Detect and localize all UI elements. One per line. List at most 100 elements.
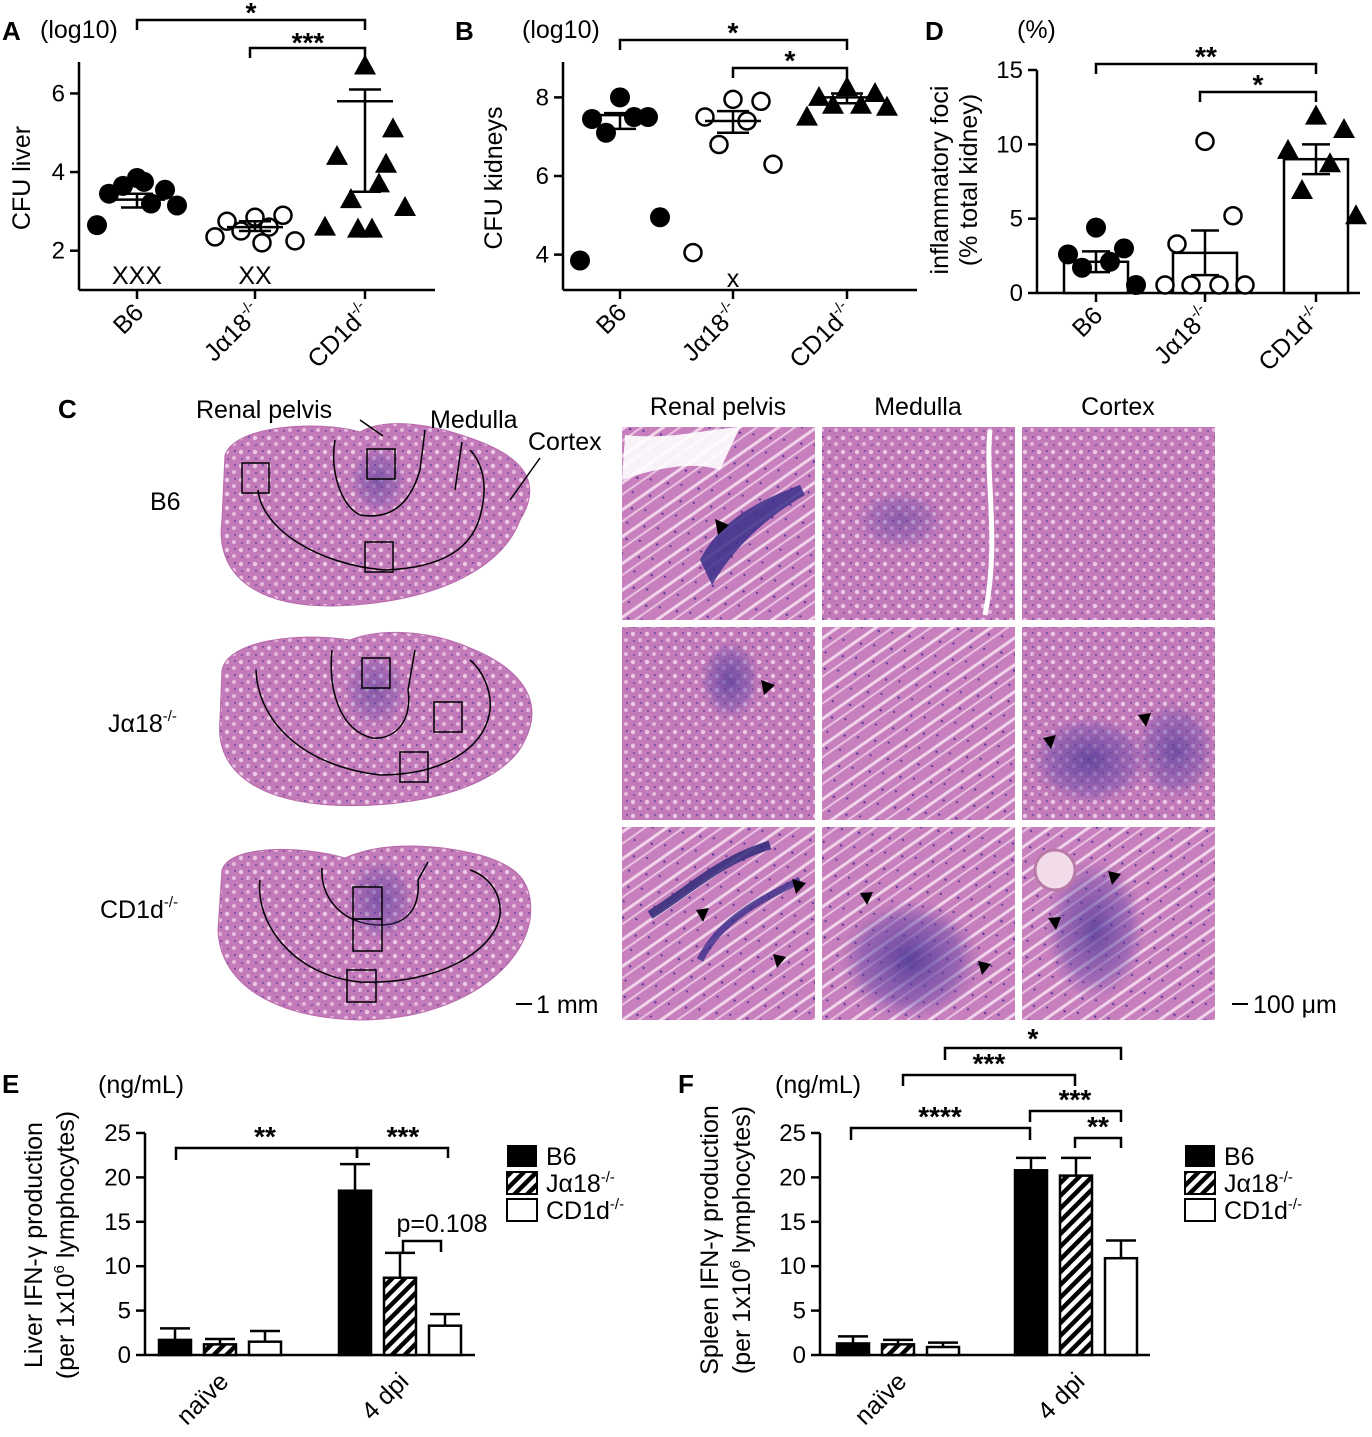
d-x-tick-label: CD1d-/-	[1252, 300, 1328, 376]
d-point	[1277, 138, 1299, 159]
panel-d-sig-label-2: *	[1253, 69, 1264, 100]
panel-f-legend: B6 Jα18-/- CD1d-/-	[1184, 1143, 1302, 1225]
b-point	[695, 107, 715, 127]
kidney-section-ja18	[219, 631, 533, 807]
d-y-tick-label: 5	[1010, 206, 1023, 233]
e-bar	[202, 1343, 238, 1357]
f-y-tick-label: 0	[793, 1342, 806, 1369]
panel-e-sig-label-3: p=0.108	[396, 1210, 487, 1238]
row-label-b6: B6	[150, 488, 181, 516]
a-point	[273, 205, 293, 226]
column-label-cortex: Cortex	[1081, 393, 1155, 421]
b-point	[723, 89, 743, 110]
d-point	[1100, 251, 1120, 272]
scale-bar-100um: 100 μm	[1253, 991, 1337, 1019]
f-y-tick-label: 10	[779, 1253, 806, 1280]
panel-b-excluded-ja18: x	[727, 265, 740, 293]
column-label-renal-pelvis: Renal pelvis	[650, 393, 786, 421]
panel-b-sig-bracket-2	[731, 66, 849, 78]
panel-d-sig-bracket-2	[1198, 90, 1318, 102]
panel-a-ylabel: CFU liver	[8, 126, 36, 230]
legend-swatch-ja18	[506, 1171, 538, 1195]
kidney-section-cd1d	[217, 845, 532, 1021]
d-point	[1345, 204, 1367, 225]
f-bar	[1103, 1256, 1139, 1357]
panel-f-sig-bracket-1	[943, 1046, 1123, 1060]
f-x-tick-label: 4 dpi	[1032, 1367, 1090, 1425]
panel-f-sig-bracket-2	[901, 1073, 1077, 1086]
panel-a-sig-bracket-1	[135, 18, 367, 30]
d-point	[1235, 275, 1255, 295]
panel-d-ylabel-1: inflammatory foci	[926, 86, 954, 275]
d-point	[1167, 234, 1187, 254]
b-point	[796, 105, 818, 126]
panel-b-unit: (log10)	[522, 16, 600, 44]
d-point	[1086, 217, 1106, 238]
a-point	[375, 152, 397, 173]
b-y-tick-label: 4	[536, 242, 549, 269]
d-point	[1319, 152, 1341, 173]
d-x-tick-label: B6	[1067, 301, 1108, 342]
f-y-tick-label: 20	[779, 1164, 806, 1191]
panel-a-unit: (log10)	[40, 16, 118, 44]
panel-c-histology: Renal pelvis Medulla Cortex B6 Jα18-/- C…	[100, 393, 1337, 1021]
panel-b-sig-bracket-1	[618, 38, 849, 50]
a-point	[285, 231, 305, 251]
d-y-tick-label: 0	[1010, 280, 1023, 307]
panel-a-cfu-liver: (log10) CFU liver 2 4 6 B6 Jα18-/- CD1d-/- X…	[8, 0, 435, 373]
d-y-tick-label: 10	[996, 131, 1023, 158]
a-x-tick-label: B6	[108, 298, 149, 339]
e-y-tick-label: 0	[118, 1342, 131, 1369]
d-point	[1181, 275, 1201, 295]
panel-d-sig-bracket-1	[1094, 62, 1318, 74]
panel-f-sig-label-4: ***	[1059, 1084, 1092, 1115]
d-point	[1195, 131, 1215, 152]
a-point	[326, 144, 348, 165]
b-y-tick-label: 8	[536, 84, 549, 111]
panel-f-sig-bracket-3	[849, 1126, 1032, 1140]
a-point	[382, 117, 404, 138]
a-x-tick-label: CD1d-/-	[301, 297, 377, 373]
e-y-tick-label: 10	[104, 1253, 131, 1280]
e-bar	[247, 1340, 283, 1357]
b-point	[808, 85, 830, 106]
legend-swatch-ja18	[1184, 1171, 1216, 1195]
b-y-tick-label: 6	[536, 163, 549, 190]
panel-d-inflammatory-foci: (%) inflammatory foci (% total kidney) 0…	[926, 16, 1367, 376]
legend-label-ja18: Jα18-/-	[1224, 1169, 1293, 1198]
panel-f-ylabel-1: Spleen IFN-γ production	[696, 1105, 724, 1375]
panel-letter-b: B	[455, 16, 474, 46]
panel-d-sig-label-1: **	[1195, 41, 1217, 72]
legend-label-b6: B6	[1224, 1143, 1255, 1171]
panel-f-sig-bracket-4	[1028, 1109, 1123, 1122]
a-y-tick-label: 4	[52, 159, 65, 186]
f-x-tick-label: naïve	[849, 1367, 912, 1430]
d-point	[1291, 179, 1313, 199]
panel-a-excluded-b6: XXX	[112, 262, 162, 290]
e-bar	[427, 1324, 463, 1357]
b-point	[683, 242, 703, 263]
a-point	[113, 175, 133, 196]
a-point	[361, 217, 383, 238]
legend-swatch-cd1d	[1184, 1198, 1216, 1222]
d-bar	[1282, 157, 1350, 295]
panel-e-sig-bracket-2	[355, 1146, 450, 1158]
b-x-tick-label: B6	[591, 298, 632, 339]
panel-letter-a: A	[2, 16, 21, 46]
panel-f-sig-label-1: *	[1028, 1023, 1039, 1054]
e-x-tick-label: 4 dpi	[356, 1367, 414, 1425]
row-label-ja18: Jα18-/-	[108, 708, 177, 738]
b-point	[596, 122, 616, 143]
region-label-renal-pelvis: Renal pelvis	[196, 396, 332, 424]
a-point	[314, 215, 336, 236]
panel-letter-e: E	[2, 1069, 19, 1099]
a-point	[354, 54, 376, 75]
a-point	[252, 233, 272, 253]
d-point	[1223, 205, 1243, 226]
e-bar	[337, 1189, 373, 1357]
panel-a-sig-bracket-2	[248, 46, 367, 58]
a-y-tick-label: 6	[52, 80, 65, 107]
panel-b-sig-label-1: *	[728, 17, 739, 48]
b-point	[864, 82, 886, 102]
e-bar	[382, 1276, 418, 1357]
